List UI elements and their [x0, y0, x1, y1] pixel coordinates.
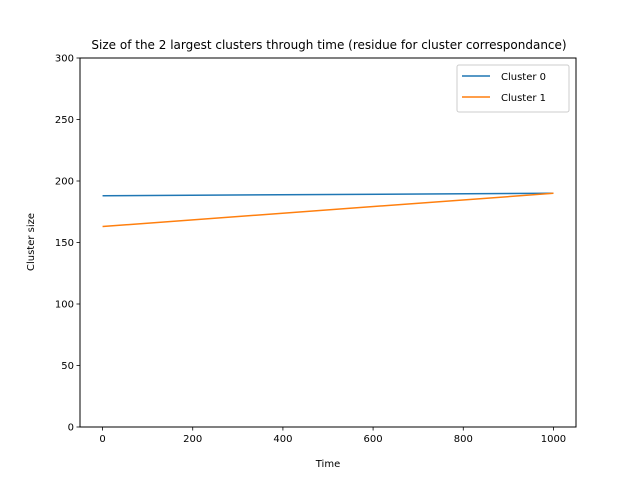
x-tick-label: 800: [454, 434, 473, 445]
x-axis-label: Time: [315, 459, 340, 470]
y-tick-label: 100: [55, 300, 74, 311]
legend-label-1: Cluster 1: [501, 93, 546, 104]
x-tick-label: 600: [364, 434, 383, 445]
x-tick-label: 200: [183, 434, 202, 445]
y-axis-label: Cluster size: [26, 213, 37, 271]
y-tick-label: 50: [61, 361, 74, 372]
series-line-1: [102, 192, 554, 228]
y-tick-label: 200: [55, 177, 74, 188]
plot-frame: [79, 57, 577, 428]
x-axis-ticks: 0 200 400 600 800 1000: [99, 427, 566, 445]
x-tick-label: 400: [273, 434, 292, 445]
series-layer: [102, 192, 554, 228]
y-tick-label: 150: [55, 238, 74, 249]
legend: Cluster 0 Cluster 1: [456, 64, 570, 113]
y-axis-ticks: 0 50 100 150 200 250 300: [55, 54, 80, 434]
series-line-0: [102, 192, 554, 197]
y-tick-label: 300: [55, 54, 74, 65]
y-tick-label: 0: [68, 423, 74, 434]
legend-label-0: Cluster 0: [501, 72, 546, 83]
x-tick-label: 1000: [541, 434, 566, 445]
y-tick-label: 250: [55, 115, 74, 126]
chart-title: Size of the 2 largest clusters through t…: [91, 38, 566, 52]
x-tick-label: 0: [99, 434, 105, 445]
